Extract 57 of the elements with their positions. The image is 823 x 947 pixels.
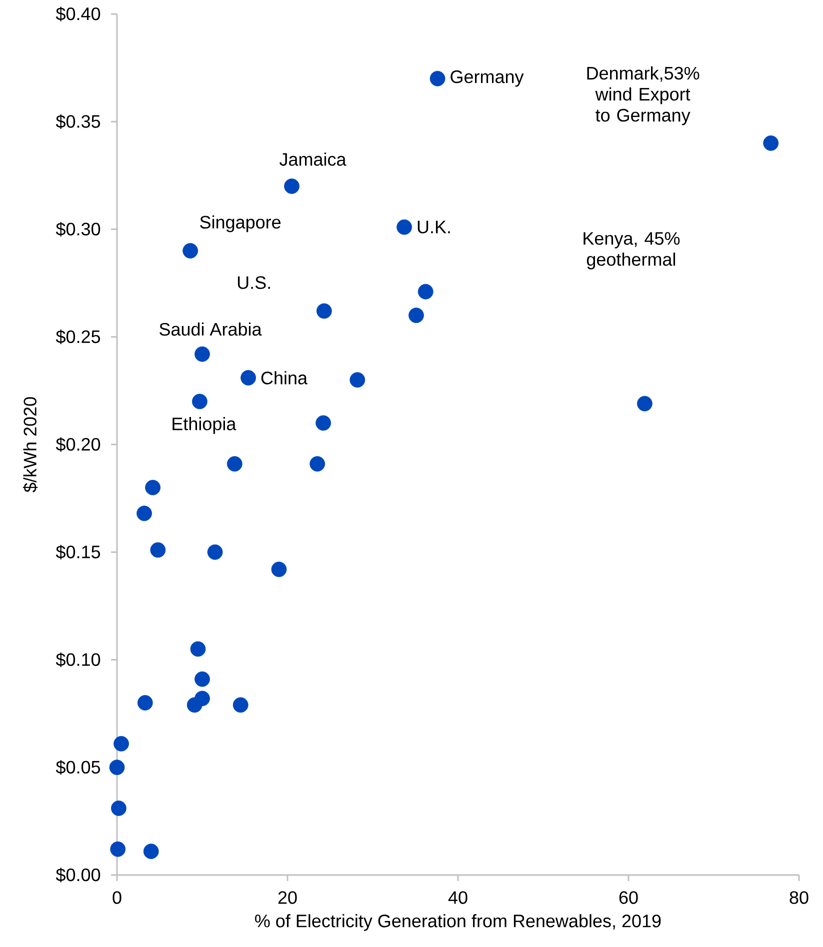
annotation: U.S. [238, 276, 270, 289]
y-tick-label: $0.10 [56, 652, 100, 668]
point [636, 396, 652, 412]
y-axis-title: $/kWh 2020 [22, 397, 38, 492]
annotation: Jamaica [280, 152, 346, 166]
point [396, 219, 412, 235]
annotation: Ethiopia [172, 417, 236, 434]
x-axis-title: % of Electricity Generation from Renewables, 2019 [255, 914, 661, 931]
point [310, 456, 326, 472]
point [186, 697, 202, 713]
annotation: China [261, 371, 308, 384]
point [226, 456, 242, 472]
annotation: Saudi Arabia [160, 322, 262, 336]
y-tick-label: $0.15 [56, 544, 100, 560]
point [137, 695, 153, 710]
x-tick-label: 20 [278, 891, 297, 904]
point [194, 671, 210, 687]
y-tick-label: $0.20 [56, 437, 100, 452]
y-tick-label: $0.00 [56, 868, 100, 882]
point [430, 70, 446, 86]
annotation: U.K. [418, 220, 450, 234]
point [316, 303, 332, 319]
annotation: Singapore [200, 215, 281, 232]
point [111, 800, 126, 816]
point [194, 346, 210, 362]
point [763, 135, 779, 151]
point [109, 760, 125, 776]
annotation: Kenya, 45% geothermal [584, 232, 680, 270]
y-tick-label: $0.25 [56, 330, 100, 344]
point [350, 372, 366, 388]
point [150, 542, 166, 558]
y-tick-label: $0.40 [56, 6, 100, 22]
point [232, 697, 248, 713]
annotation: Denmark,53% wind Export to Germany [587, 66, 700, 126]
point [316, 415, 332, 431]
point [110, 841, 126, 857]
point [271, 562, 287, 578]
point [182, 243, 198, 258]
point [418, 284, 434, 300]
y-tick-label: $0.05 [56, 760, 100, 775]
point [190, 641, 206, 657]
x-tick-label: 80 [790, 891, 808, 904]
point [192, 394, 208, 410]
point [114, 736, 129, 752]
x-tick-label: 40 [448, 891, 468, 904]
point [240, 370, 256, 386]
point [408, 308, 424, 324]
y-tick-label: $0.35 [56, 114, 100, 129]
point [145, 480, 161, 496]
y-tick-label: $0.30 [56, 222, 100, 237]
x-tick-label: 60 [619, 891, 638, 904]
point [207, 544, 223, 560]
point [143, 844, 159, 860]
annotation: Germany [450, 70, 524, 87]
point [136, 506, 152, 522]
point [284, 178, 300, 194]
x-tick-label: 0 [112, 891, 122, 904]
